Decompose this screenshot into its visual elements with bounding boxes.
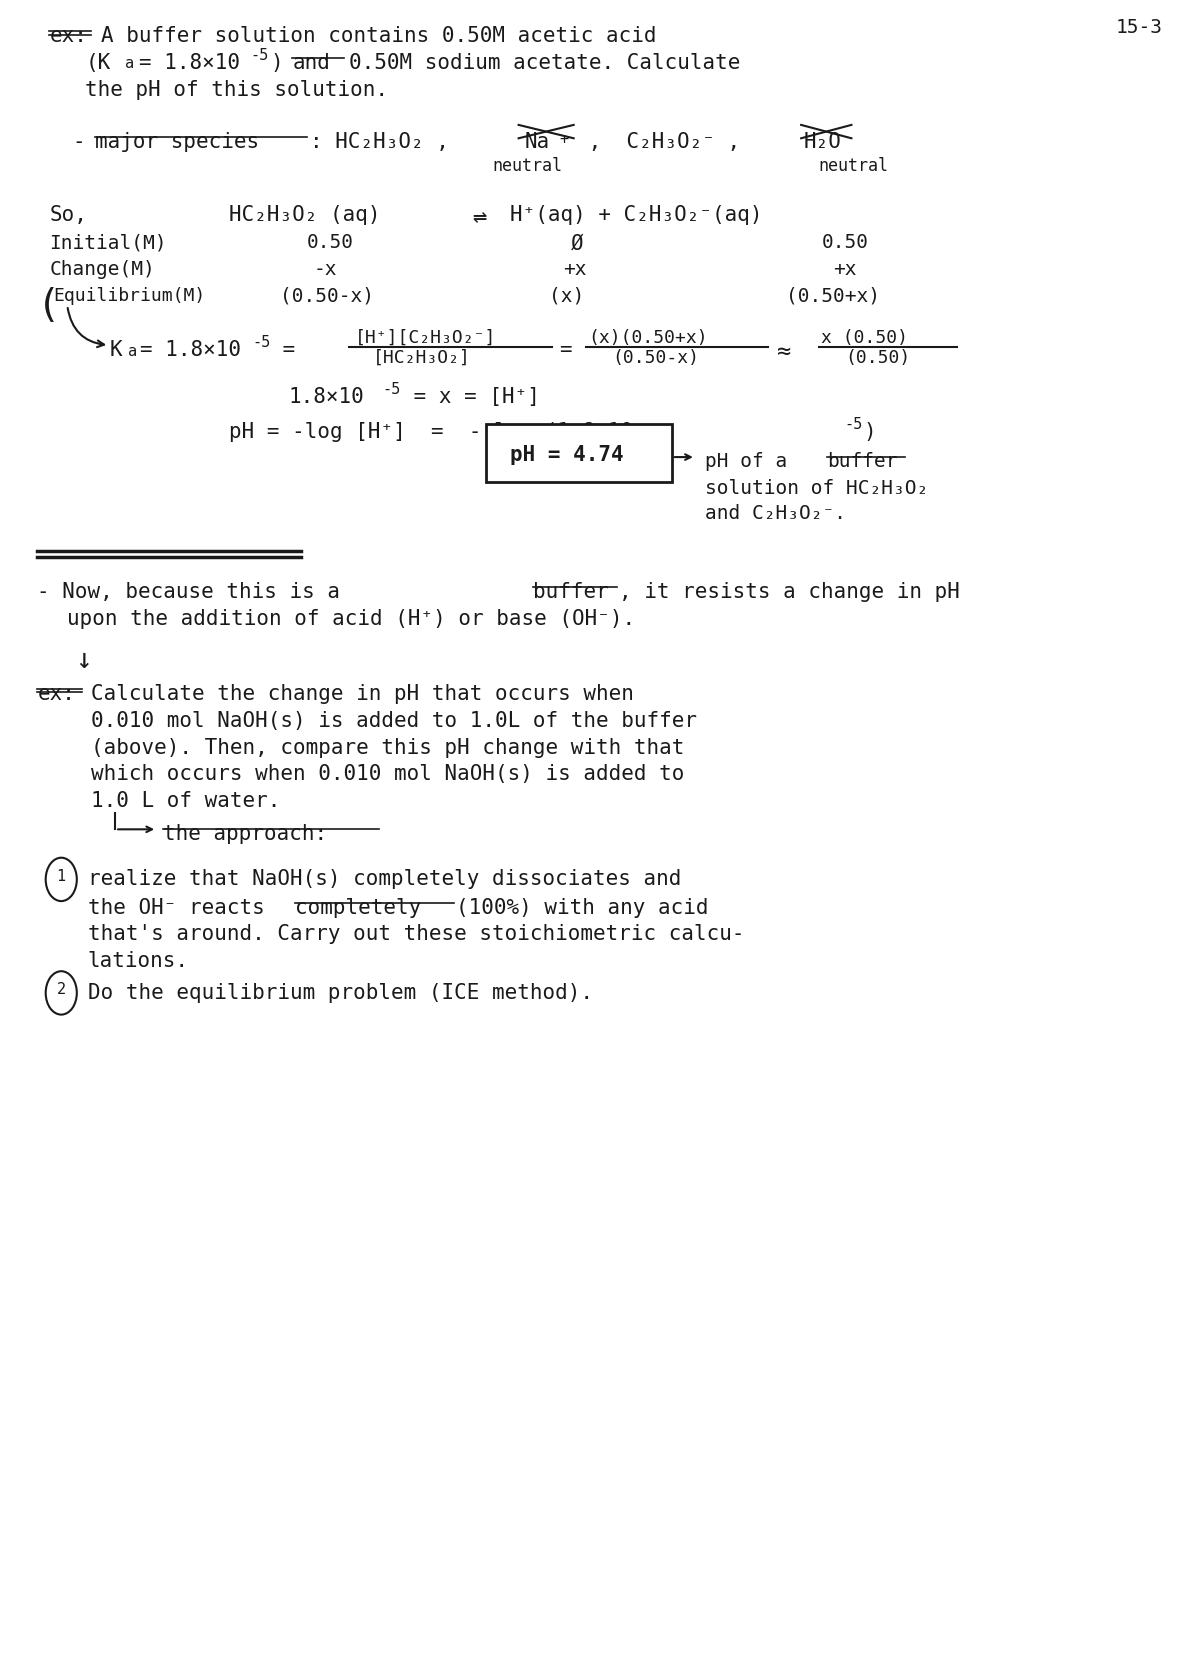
Text: 0.50: 0.50 bbox=[822, 234, 869, 252]
Text: = 1.8×10: = 1.8×10 bbox=[140, 339, 241, 359]
Text: (above). Then, compare this pH change with that: (above). Then, compare this pH change wi… bbox=[91, 737, 684, 757]
Text: +x: +x bbox=[563, 261, 587, 279]
Text: buffer: buffer bbox=[828, 451, 898, 472]
Text: -x: -x bbox=[314, 261, 337, 279]
Text: the pH of this solution.: the pH of this solution. bbox=[85, 80, 388, 100]
Text: Calculate the change in pH that occurs when: Calculate the change in pH that occurs w… bbox=[91, 684, 634, 704]
Text: 0.50: 0.50 bbox=[307, 234, 354, 252]
Text: [HC₂H₃O₂]: [HC₂H₃O₂] bbox=[372, 348, 470, 366]
Text: solution of HC₂H₃O₂: solution of HC₂H₃O₂ bbox=[706, 478, 929, 498]
Text: ): ) bbox=[271, 54, 296, 74]
Text: So,: So, bbox=[49, 206, 88, 226]
Text: (0.50-x): (0.50-x) bbox=[612, 348, 698, 366]
Text: -5: -5 bbox=[253, 334, 271, 349]
Text: Do the equilibrium problem (ICE method).: Do the equilibrium problem (ICE method). bbox=[88, 983, 593, 1003]
Text: K: K bbox=[109, 339, 121, 359]
Text: 1: 1 bbox=[56, 868, 66, 883]
Text: pH = 4.74: pH = 4.74 bbox=[510, 445, 624, 465]
Text: (K: (K bbox=[85, 54, 110, 74]
Text: = 1.8×10: = 1.8×10 bbox=[139, 54, 240, 74]
FancyArrowPatch shape bbox=[67, 308, 104, 348]
Text: ↓: ↓ bbox=[76, 645, 92, 674]
Text: H⁺(aq) + C₂H₃O₂⁻(aq): H⁺(aq) + C₂H₃O₂⁻(aq) bbox=[510, 206, 763, 226]
Text: =: = bbox=[270, 339, 307, 359]
Text: ⇌: ⇌ bbox=[472, 206, 486, 229]
Text: ,  C₂H₃O₂⁻ ,: , C₂H₃O₂⁻ , bbox=[576, 132, 766, 152]
Text: ): ) bbox=[863, 421, 876, 441]
Text: (0.50-x): (0.50-x) bbox=[281, 288, 374, 306]
Text: 0.50M sodium acetate. Calculate: 0.50M sodium acetate. Calculate bbox=[348, 54, 740, 74]
Text: HC₂H₃O₂ (aq): HC₂H₃O₂ (aq) bbox=[229, 206, 380, 226]
Text: , it resists a change in pH: , it resists a change in pH bbox=[619, 582, 960, 602]
Text: (x): (x) bbox=[548, 288, 583, 306]
Text: Na: Na bbox=[524, 132, 550, 152]
Text: realize that NaOH(s) completely dissociates and: realize that NaOH(s) completely dissocia… bbox=[88, 869, 680, 890]
Text: the approach:: the approach: bbox=[163, 824, 328, 844]
Text: a: a bbox=[125, 57, 134, 72]
Text: -5: -5 bbox=[382, 381, 401, 396]
Text: which occurs when 0.010 mol NaOH(s) is added to: which occurs when 0.010 mol NaOH(s) is a… bbox=[91, 764, 684, 784]
Text: ≈: ≈ bbox=[778, 339, 792, 364]
Text: (0.50): (0.50) bbox=[846, 348, 911, 366]
Text: neutral: neutral bbox=[818, 157, 888, 174]
Text: neutral: neutral bbox=[492, 157, 563, 174]
Text: major species: major species bbox=[95, 132, 259, 152]
Text: -: - bbox=[73, 132, 98, 152]
Text: (100%) with any acid: (100%) with any acid bbox=[456, 898, 709, 918]
Text: 0.010 mol NaOH(s) is added to 1.0L of the buffer: 0.010 mol NaOH(s) is added to 1.0L of th… bbox=[91, 711, 697, 731]
Text: ex:: ex: bbox=[49, 27, 88, 47]
Text: 1.0 L of water.: 1.0 L of water. bbox=[91, 791, 281, 811]
Text: ex:: ex: bbox=[37, 684, 76, 704]
Text: pH of a: pH of a bbox=[706, 451, 799, 472]
FancyBboxPatch shape bbox=[486, 423, 672, 482]
Text: +x: +x bbox=[834, 261, 857, 279]
Text: the OH⁻ reacts: the OH⁻ reacts bbox=[88, 898, 277, 918]
Text: that's around. Carry out these stoichiometric calcu-: that's around. Carry out these stoichiom… bbox=[88, 925, 744, 945]
Text: 15-3: 15-3 bbox=[1116, 18, 1163, 37]
Text: a: a bbox=[128, 343, 138, 358]
Text: and: and bbox=[293, 54, 330, 74]
Text: (x)(0.50+x): (x)(0.50+x) bbox=[588, 329, 708, 346]
Text: : HC₂H₃O₂ ,: : HC₂H₃O₂ , bbox=[311, 132, 474, 152]
Text: A buffer solution contains 0.50M acetic acid: A buffer solution contains 0.50M acetic … bbox=[101, 27, 656, 47]
Text: Ø: Ø bbox=[571, 234, 584, 254]
Text: x (0.50): x (0.50) bbox=[822, 329, 908, 346]
Text: (: ( bbox=[37, 288, 61, 324]
Text: lations.: lations. bbox=[88, 951, 188, 971]
Text: buffer: buffer bbox=[533, 582, 608, 602]
Text: upon the addition of acid (H⁺) or base (OH⁻).: upon the addition of acid (H⁺) or base (… bbox=[67, 609, 635, 629]
Text: (0.50+x): (0.50+x) bbox=[786, 288, 880, 306]
Text: [H⁺][C₂H₃O₂⁻]: [H⁺][C₂H₃O₂⁻] bbox=[354, 329, 496, 346]
Text: 1.8×10: 1.8×10 bbox=[289, 386, 365, 406]
Text: and C₂H₃O₂⁻.: and C₂H₃O₂⁻. bbox=[706, 503, 846, 523]
Text: 2: 2 bbox=[56, 981, 66, 997]
Text: H₂O: H₂O bbox=[804, 132, 841, 152]
Text: pH = -log [H⁺]  =  - log (1.8×10: pH = -log [H⁺] = - log (1.8×10 bbox=[229, 421, 632, 441]
Text: - Now, because this is a: - Now, because this is a bbox=[37, 582, 353, 602]
Text: +: + bbox=[559, 132, 569, 147]
Text: Change(M): Change(M) bbox=[49, 261, 155, 279]
Text: Initial(M): Initial(M) bbox=[49, 234, 167, 252]
Text: completely: completely bbox=[295, 898, 421, 918]
Text: -5: -5 bbox=[845, 416, 863, 431]
Text: Equilibrium(M): Equilibrium(M) bbox=[53, 288, 205, 304]
Text: =: = bbox=[559, 339, 572, 359]
Text: = x = [H⁺]: = x = [H⁺] bbox=[401, 386, 540, 406]
Text: -5: -5 bbox=[251, 48, 269, 64]
